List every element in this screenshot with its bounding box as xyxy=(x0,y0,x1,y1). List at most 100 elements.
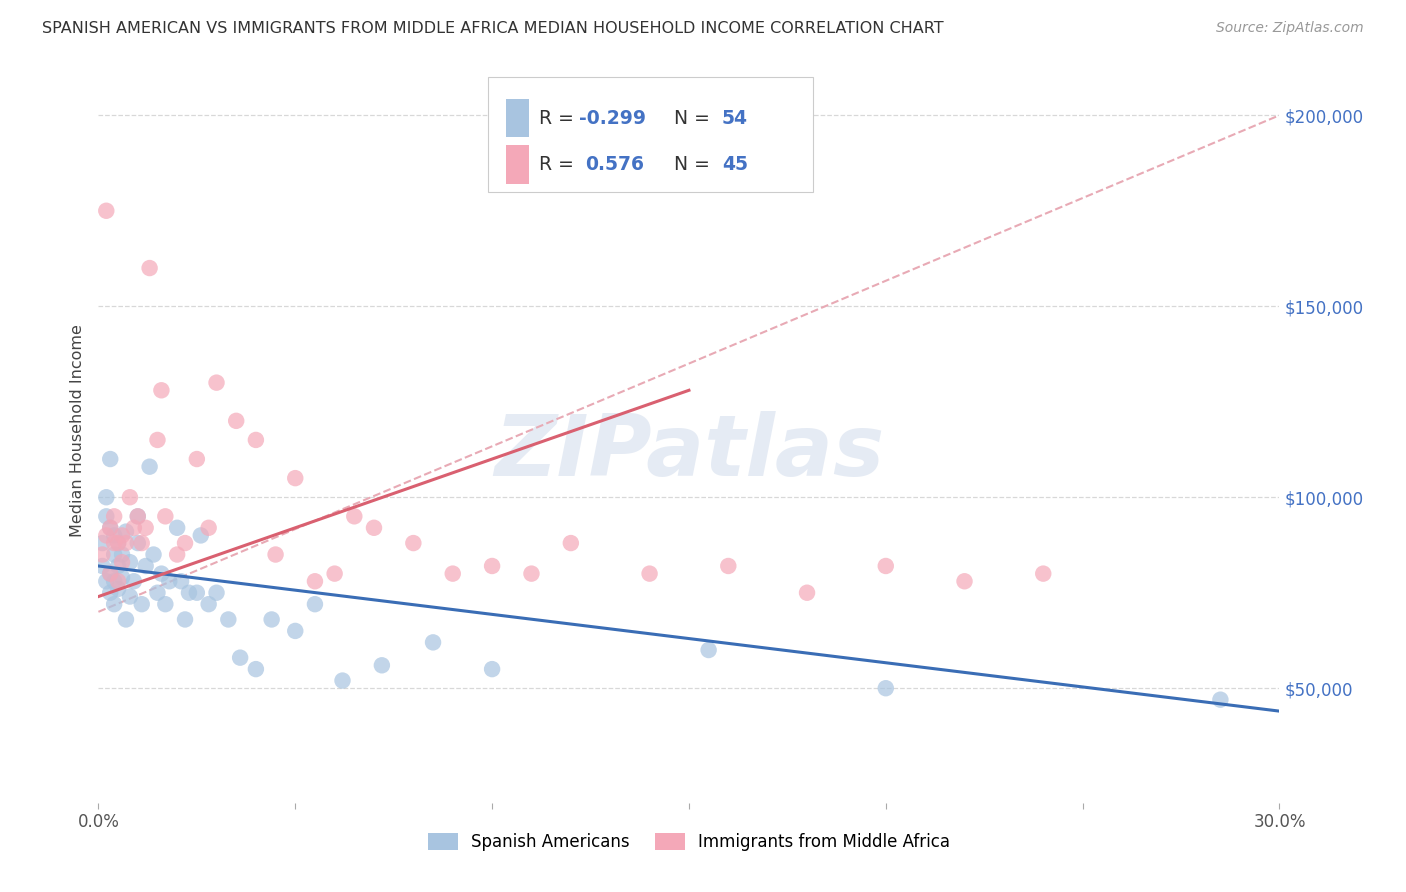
Point xyxy=(98,452,121,467)
Point xyxy=(115,536,138,550)
Point xyxy=(155,597,177,611)
Point xyxy=(875,559,897,574)
Point xyxy=(284,471,307,485)
Point xyxy=(96,509,118,524)
Point xyxy=(205,376,228,390)
Point xyxy=(91,559,114,574)
Point xyxy=(96,203,118,218)
Point xyxy=(146,433,169,447)
Point xyxy=(174,536,197,550)
Point xyxy=(155,509,177,524)
Point xyxy=(118,590,141,604)
Point xyxy=(103,548,125,562)
Point xyxy=(166,548,188,562)
Point xyxy=(127,509,149,524)
Point xyxy=(343,509,366,524)
Point xyxy=(875,681,897,696)
Point xyxy=(560,536,582,550)
Point xyxy=(170,574,193,589)
Point xyxy=(131,597,153,611)
Point xyxy=(107,536,129,550)
Point xyxy=(441,566,464,581)
Point xyxy=(98,566,121,581)
Point xyxy=(111,528,134,542)
Legend: Spanish Americans, Immigrants from Middle Africa: Spanish Americans, Immigrants from Middl… xyxy=(422,826,956,858)
Point xyxy=(520,566,543,581)
Point xyxy=(197,597,219,611)
Point xyxy=(115,524,138,539)
Point xyxy=(217,612,239,626)
Point xyxy=(122,574,145,589)
Point xyxy=(103,597,125,611)
Bar xyxy=(506,145,530,184)
Point xyxy=(717,559,740,574)
Point xyxy=(166,521,188,535)
Text: 45: 45 xyxy=(723,155,748,174)
Point xyxy=(264,548,287,562)
Point xyxy=(402,536,425,550)
Point xyxy=(135,521,157,535)
Point xyxy=(371,658,394,673)
Text: R =: R = xyxy=(538,109,579,128)
Text: SPANISH AMERICAN VS IMMIGRANTS FROM MIDDLE AFRICA MEDIAN HOUSEHOLD INCOME CORREL: SPANISH AMERICAN VS IMMIGRANTS FROM MIDD… xyxy=(42,21,943,37)
Point xyxy=(91,536,114,550)
Text: 0.576: 0.576 xyxy=(585,155,644,174)
Point xyxy=(118,555,141,569)
Text: N =: N = xyxy=(673,155,716,174)
Point xyxy=(304,597,326,611)
Point xyxy=(796,585,818,599)
Point xyxy=(107,559,129,574)
Point xyxy=(332,673,354,688)
Point xyxy=(96,528,118,542)
Point xyxy=(260,612,283,626)
Point xyxy=(115,612,138,626)
Point xyxy=(481,662,503,676)
Point xyxy=(146,585,169,599)
Point xyxy=(284,624,307,638)
Point xyxy=(98,566,121,581)
Point xyxy=(190,528,212,542)
Point xyxy=(1209,692,1232,706)
Point xyxy=(135,559,157,574)
Point xyxy=(205,585,228,599)
Point xyxy=(138,261,160,276)
Point xyxy=(225,414,247,428)
Text: ZIPatlas: ZIPatlas xyxy=(494,411,884,494)
Point xyxy=(481,559,503,574)
Point xyxy=(422,635,444,649)
Point xyxy=(197,521,219,535)
Point xyxy=(177,585,200,599)
Point xyxy=(111,570,134,584)
Y-axis label: Median Household Income: Median Household Income xyxy=(70,324,86,537)
Point xyxy=(174,612,197,626)
Point xyxy=(96,490,118,504)
Point xyxy=(638,566,661,581)
Point xyxy=(138,459,160,474)
Point xyxy=(118,490,141,504)
Point xyxy=(107,536,129,550)
Point xyxy=(96,574,118,589)
Point xyxy=(953,574,976,589)
Point xyxy=(111,555,134,569)
Point xyxy=(98,585,121,599)
Point xyxy=(103,536,125,550)
Point xyxy=(186,585,208,599)
Text: Source: ZipAtlas.com: Source: ZipAtlas.com xyxy=(1216,21,1364,36)
Text: 54: 54 xyxy=(723,109,748,128)
Point xyxy=(127,509,149,524)
Point xyxy=(142,548,165,562)
Text: N =: N = xyxy=(673,109,716,128)
Bar xyxy=(506,99,530,137)
Point xyxy=(245,662,267,676)
Point xyxy=(131,536,153,550)
Point xyxy=(122,521,145,535)
Point xyxy=(1032,566,1054,581)
Text: -0.299: -0.299 xyxy=(579,109,647,128)
Point xyxy=(245,433,267,447)
Point xyxy=(697,643,720,657)
Text: R =: R = xyxy=(538,155,586,174)
Point xyxy=(363,521,385,535)
Point xyxy=(107,574,129,589)
Point xyxy=(98,521,121,535)
FancyBboxPatch shape xyxy=(488,77,813,192)
